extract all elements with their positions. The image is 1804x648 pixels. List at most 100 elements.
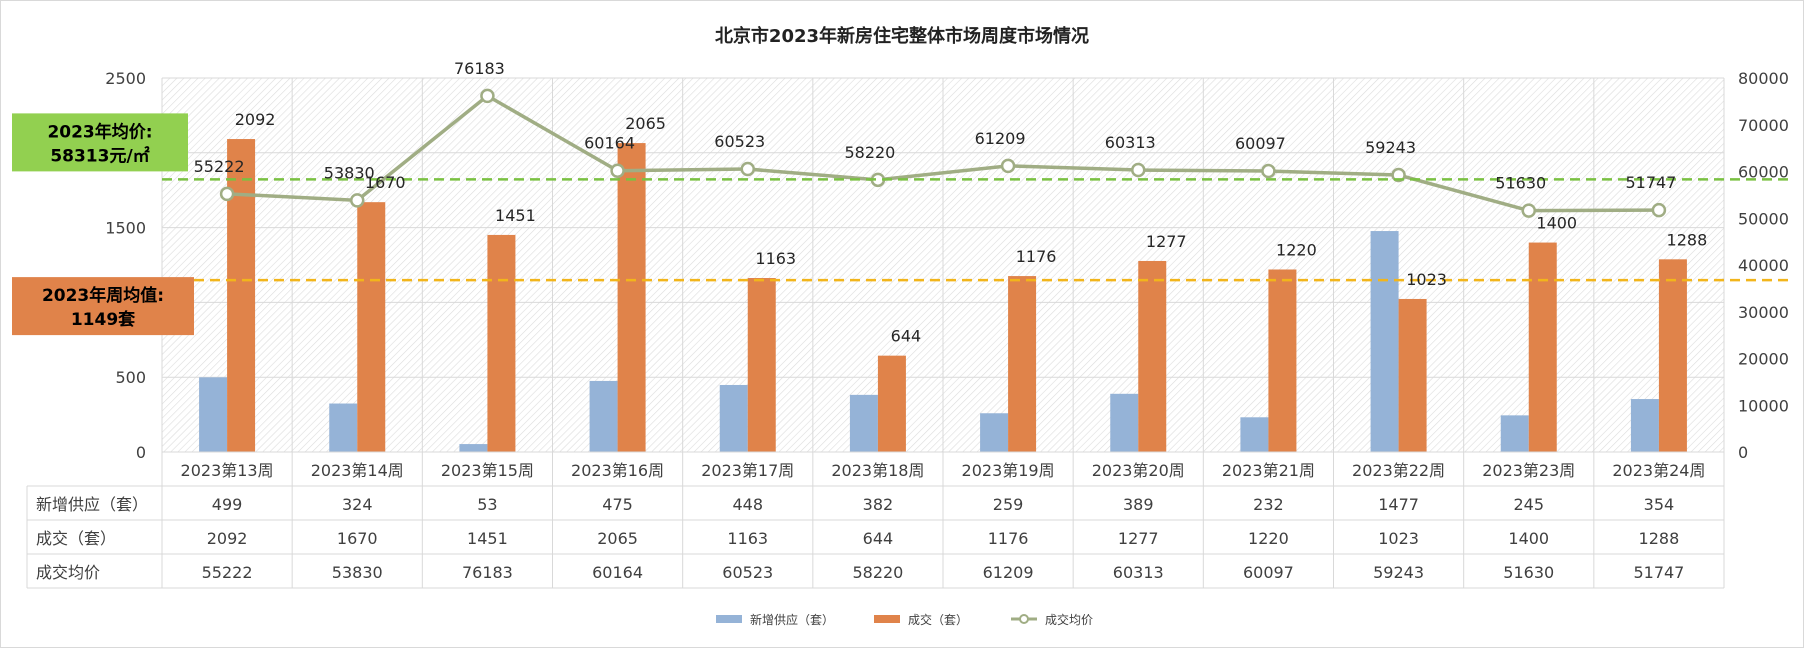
table-cell: 60097 [1243, 563, 1294, 582]
table-row-label: 新增供应（套） [36, 495, 148, 514]
right-y-axis: 0 10000 20000 30000 40000 50000 60000 70000 8000… [1738, 69, 1789, 462]
price-point [219, 186, 235, 202]
left-tick-label: 2500 [105, 69, 146, 88]
table-cell: 60523 [722, 563, 773, 582]
table-cell: 1220 [1248, 529, 1289, 548]
bar-deal [617, 143, 646, 453]
price-data-label: 60313 [1105, 133, 1156, 152]
legend-label: 成交均价 [1045, 612, 1093, 627]
reference-label: 2023年周均值: [42, 285, 164, 306]
deal-data-label: 1400 [1536, 214, 1577, 233]
deal-data-label: 1176 [1016, 247, 1057, 266]
bar-deal [747, 278, 776, 452]
category-label: 2023第17周 [701, 461, 794, 480]
reference-label-box [12, 113, 188, 172]
bar-supply [849, 394, 878, 452]
category-label: 2023第21周 [1222, 461, 1315, 480]
price-data-label: 59243 [1365, 138, 1416, 157]
table-cell: 1477 [1378, 495, 1419, 514]
category-label: 2023第13周 [181, 461, 274, 480]
table-cell: 51630 [1503, 563, 1554, 582]
reference-label: 1149套 [71, 309, 136, 330]
table-cell: 232 [1253, 495, 1284, 514]
right-tick-label: 70000 [1738, 116, 1789, 135]
bar-deal [1138, 260, 1167, 452]
reference-label-box [12, 277, 194, 336]
data-table: 2023第13周 2023第14周 2023第15周 2023第16周 2023第17周… [26, 451, 1724, 589]
table-cell: 245 [1513, 495, 1544, 514]
reference-label: 58313元/㎡ [50, 145, 149, 166]
right-tick-label: 40000 [1738, 256, 1789, 275]
bar-supply [199, 377, 228, 452]
price-point [610, 163, 625, 178]
table-cell: 389 [1123, 495, 1154, 514]
bar-supply [589, 380, 618, 452]
chart-title: 北京市2023年新房住宅整体市场周度市场情况 [715, 25, 1089, 47]
deal-data-label: 1288 [1667, 230, 1708, 249]
deal-data-label: 1670 [365, 173, 406, 192]
deal-data-label: 2092 [235, 110, 276, 129]
table-cell: 1288 [1639, 529, 1680, 548]
bar-deal [877, 355, 906, 452]
reference-label: 2023年均价: [47, 121, 152, 142]
bar-supply [719, 384, 748, 452]
deal-data-label: 1277 [1146, 232, 1187, 251]
price-point [1000, 158, 1016, 174]
price-point [350, 193, 365, 208]
deal-data-label: 2065 [625, 114, 666, 133]
right-tick-label: 60000 [1738, 163, 1789, 182]
table-cell: 60313 [1113, 563, 1164, 582]
price-data-label: 61209 [975, 129, 1026, 148]
table-cell: 259 [993, 495, 1024, 514]
legend-label: 新增供应（套） [750, 612, 834, 627]
table-cell: 324 [342, 495, 373, 514]
price-data-label: 60164 [584, 134, 635, 153]
table-cell: 60164 [592, 563, 643, 582]
table-cell: 1163 [727, 529, 768, 548]
price-point [1651, 202, 1667, 218]
bar-deal [487, 234, 516, 452]
table-cell: 53830 [332, 563, 383, 582]
legend: 新增供应（套） 成交（套） 成交均价 [716, 612, 1093, 627]
table-cell: 1277 [1118, 529, 1159, 548]
reference-lines: 2023年均价: 58313元/㎡ 2023年周均值: 1149套 [12, 113, 1794, 336]
category-label: 2023第18周 [831, 461, 924, 480]
price-line [226, 93, 1659, 213]
table-cell: 61209 [983, 563, 1034, 582]
table-cell: 1023 [1378, 529, 1419, 548]
legend-label: 成交（套） [908, 612, 968, 627]
table-cell: 2065 [597, 529, 638, 548]
table-row-label: 成交均价 [36, 563, 100, 582]
price-data-label: 76183 [454, 59, 505, 78]
table-cell: 58220 [852, 563, 903, 582]
bar-deal [1658, 259, 1687, 452]
table-cell: 499 [212, 495, 243, 514]
bar-supply [1240, 417, 1269, 452]
left-tick-label: 1500 [105, 219, 146, 238]
table-cell: 53 [477, 495, 497, 514]
price-data-label: 51747 [1625, 173, 1676, 192]
bar-supply [1500, 415, 1529, 452]
category-label: 2023第24周 [1612, 461, 1705, 480]
table-cell: 1451 [467, 529, 508, 548]
price-data-label: 58220 [844, 143, 895, 162]
price-point [1521, 203, 1536, 218]
bar-supply [329, 403, 358, 452]
bar-supply [1370, 231, 1399, 452]
data-labels: 2092 1670 1451 2065 1163 644 1176 1277 1220 1023 1… [194, 59, 1708, 346]
right-tick-label: 80000 [1738, 69, 1789, 88]
table-cell: 354 [1644, 495, 1675, 514]
bar-deal [1398, 298, 1427, 452]
category-label: 2023第14周 [311, 461, 404, 480]
deal-data-label: 1023 [1406, 270, 1447, 289]
line-series [219, 88, 1667, 218]
bar-series [199, 139, 1687, 453]
table-cell: 59243 [1373, 563, 1424, 582]
category-label: 2023第16周 [571, 461, 664, 480]
bar-deal [227, 139, 256, 452]
table-cell: 76183 [462, 563, 513, 582]
price-data-label: 51630 [1495, 174, 1546, 193]
deal-data-label: 1163 [755, 249, 796, 268]
price-data-label: 55222 [194, 157, 245, 176]
table-cell: 55222 [202, 563, 253, 582]
